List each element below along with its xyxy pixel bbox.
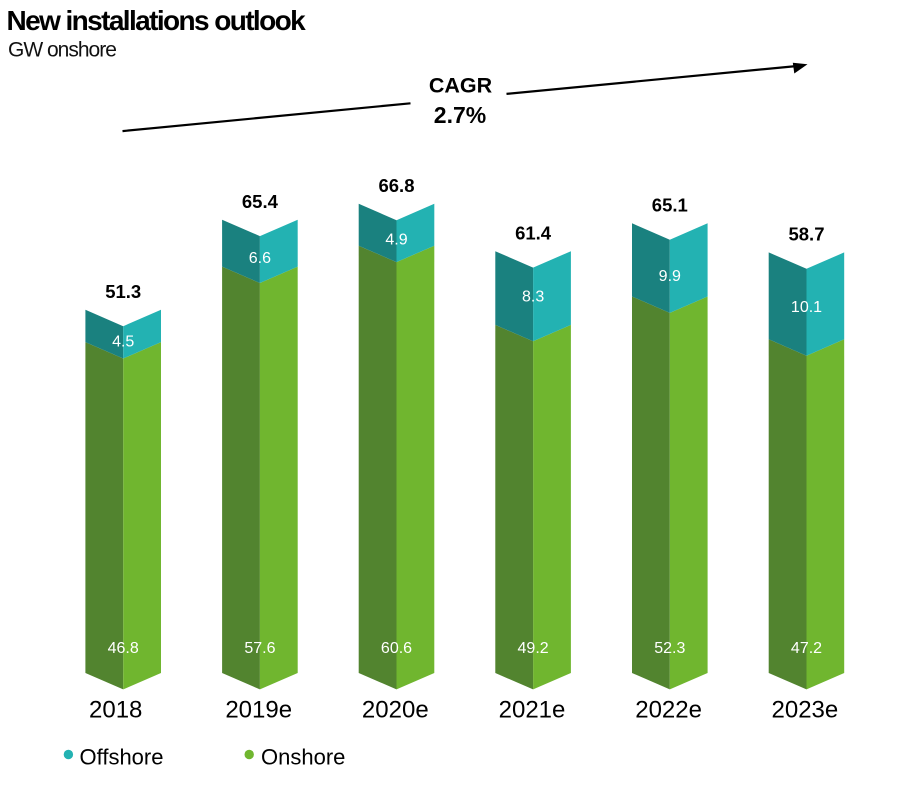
svg-text:46.8: 46.8 bbox=[108, 640, 139, 657]
svg-text:65.1: 65.1 bbox=[652, 195, 688, 216]
svg-text:8.3: 8.3 bbox=[522, 289, 544, 306]
svg-text:New installations outlook: New installations outlook bbox=[7, 5, 307, 36]
svg-text:4.9: 4.9 bbox=[385, 231, 407, 248]
svg-text:2023e: 2023e bbox=[772, 697, 839, 724]
svg-text:CAGR: CAGR bbox=[429, 74, 493, 98]
svg-text:9.9: 9.9 bbox=[659, 268, 681, 285]
svg-text:10.1: 10.1 bbox=[791, 299, 822, 316]
svg-text:60.6: 60.6 bbox=[381, 640, 412, 657]
svg-text:2019e: 2019e bbox=[225, 697, 292, 724]
svg-text:2018: 2018 bbox=[89, 697, 142, 724]
svg-text:65.4: 65.4 bbox=[242, 191, 279, 212]
svg-text:2021e: 2021e bbox=[499, 697, 566, 724]
svg-text:51.3: 51.3 bbox=[105, 281, 141, 302]
svg-text:2.7%: 2.7% bbox=[434, 102, 486, 128]
svg-text:GW onshore: GW onshore bbox=[8, 38, 116, 61]
svg-text:58.7: 58.7 bbox=[788, 224, 824, 245]
svg-text:49.2: 49.2 bbox=[518, 640, 549, 657]
svg-text:2020e: 2020e bbox=[362, 697, 429, 724]
svg-text:Onshore: Onshore bbox=[261, 745, 345, 770]
svg-text:6.6: 6.6 bbox=[249, 250, 271, 267]
svg-text:61.4: 61.4 bbox=[515, 223, 552, 244]
svg-text:57.6: 57.6 bbox=[244, 640, 275, 657]
svg-text:Offshore: Offshore bbox=[80, 745, 164, 770]
svg-text:52.3: 52.3 bbox=[654, 640, 685, 657]
svg-text:66.8: 66.8 bbox=[378, 175, 414, 196]
svg-text:4.5: 4.5 bbox=[112, 333, 134, 350]
svg-text:2022e: 2022e bbox=[635, 697, 702, 724]
svg-text:47.2: 47.2 bbox=[791, 640, 822, 657]
